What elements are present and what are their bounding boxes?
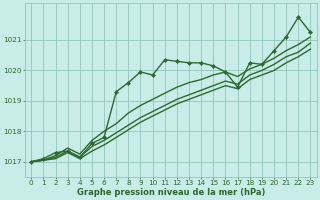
X-axis label: Graphe pression niveau de la mer (hPa): Graphe pression niveau de la mer (hPa) <box>77 188 265 197</box>
